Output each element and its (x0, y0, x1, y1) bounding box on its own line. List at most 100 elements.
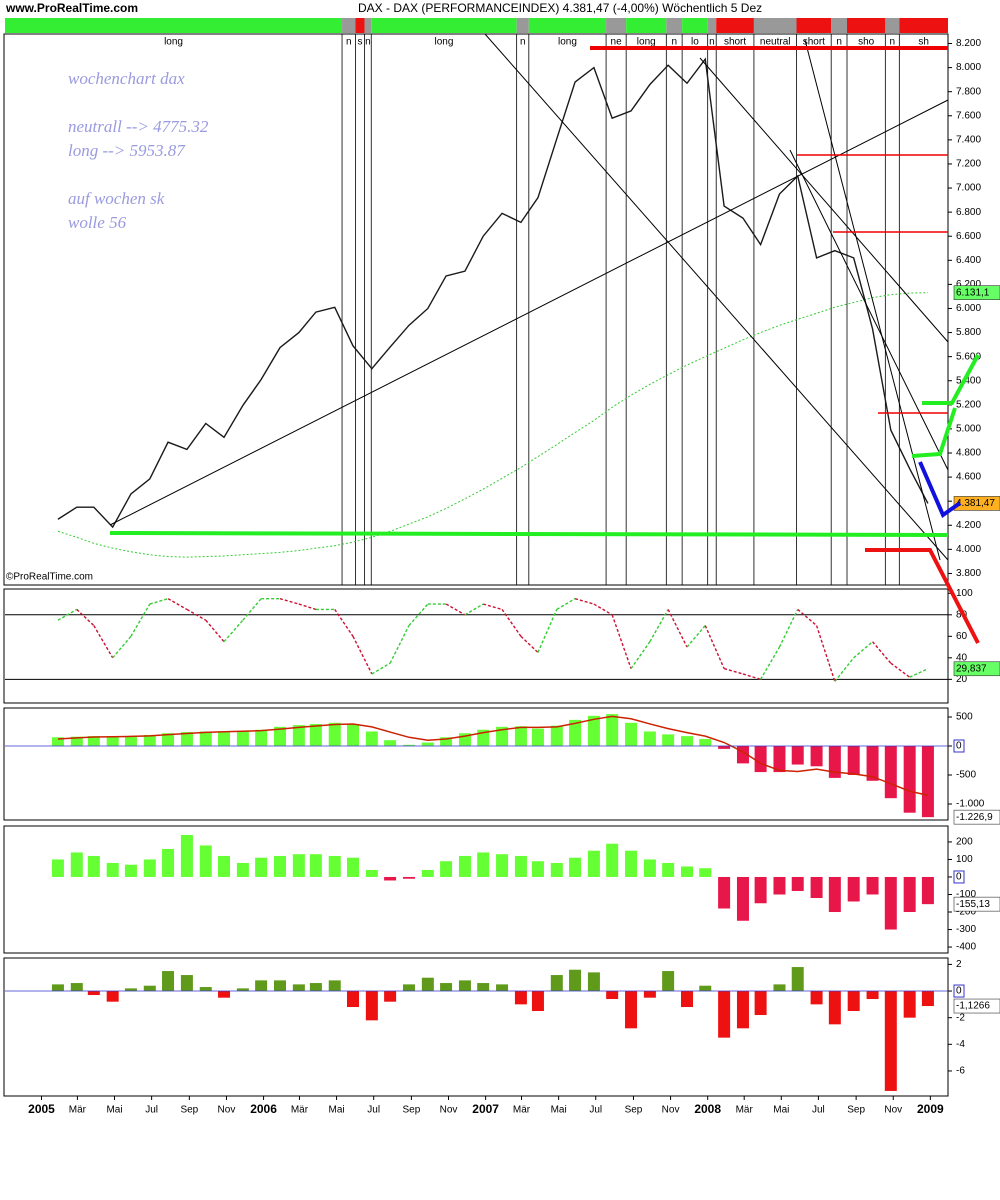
histogram-bar (328, 722, 341, 746)
histogram-bar (124, 736, 137, 746)
y-tick-label: 100 (956, 854, 973, 865)
regime-segment (899, 18, 948, 33)
histogram-bar (162, 971, 175, 992)
regime-segment (796, 18, 832, 33)
histogram-bar (51, 737, 64, 746)
stochastic-segment (574, 598, 595, 605)
annotation: neutrall --> 4775.32 (68, 117, 209, 136)
y-tick-label: 7.000 (956, 183, 981, 194)
histogram-bar (402, 984, 415, 992)
histogram-bar (514, 991, 527, 1005)
regime-label: n (520, 37, 526, 48)
histogram-bar (440, 983, 453, 992)
histogram-bar (365, 991, 378, 1021)
histogram-bar (531, 991, 544, 1012)
y-tick-label: 500 (956, 712, 973, 723)
stochastic-segment (537, 609, 558, 653)
histogram-bar (70, 736, 83, 746)
trend-line (699, 57, 949, 343)
regime-segment (355, 18, 365, 33)
x-tick-label: 2007 (472, 1102, 499, 1116)
panel-frame (3, 825, 949, 954)
histogram-bar (236, 988, 249, 992)
y-tick-label: -2 (956, 1012, 965, 1023)
regime-label: sho (858, 37, 875, 48)
y-tick-label: 5.600 (956, 351, 981, 362)
y-tick-label: 4.200 (956, 520, 981, 531)
x-tick-label: Jul (367, 1105, 380, 1116)
histogram-bar (773, 984, 786, 992)
histogram-bar (699, 985, 712, 992)
panel-frame (3, 707, 949, 821)
histogram-bar (550, 862, 563, 877)
histogram-bar (384, 991, 397, 1002)
histogram-bar (70, 983, 83, 992)
histogram-bar (87, 855, 100, 877)
histogram-bar (309, 854, 322, 877)
histogram-bar (718, 876, 731, 909)
histogram-bar (162, 733, 175, 746)
histogram-bar (828, 876, 841, 913)
histogram-bar (106, 736, 119, 746)
y-tick-label: -100 (956, 889, 976, 900)
stochastic-segment (704, 625, 725, 669)
histogram-bar (384, 740, 397, 746)
histogram-bar (255, 980, 268, 992)
y-tick-label: 7.800 (956, 86, 981, 97)
y-tick-label: 5.800 (956, 327, 981, 338)
histogram-bar (921, 876, 934, 905)
y-tick-label: 2 (956, 959, 962, 970)
stochastic-segment (834, 657, 855, 682)
regime-segment (666, 18, 683, 33)
histogram-bar (292, 725, 305, 746)
regime-label: neutral (760, 37, 791, 48)
histogram-bar (828, 991, 841, 1025)
x-tick-label: 2005 (28, 1102, 55, 1116)
histogram-bar (328, 855, 341, 877)
y-tick-label: 7.400 (956, 135, 981, 146)
stochastic-segment (649, 609, 669, 643)
annotation: long --> 5953.87 (68, 141, 186, 160)
y-tick-label: -1.000 (956, 799, 985, 810)
histogram-bar (625, 850, 638, 877)
histogram-bar (292, 984, 305, 992)
regime-segment (847, 18, 886, 33)
regime-segment (528, 18, 607, 33)
histogram-bar (440, 737, 453, 746)
histogram-bar (51, 859, 64, 877)
regime-segment (626, 18, 667, 33)
x-tick-label: Nov (218, 1105, 236, 1116)
y-tick-label: 4.600 (956, 472, 981, 483)
regime-label: n (709, 37, 715, 48)
stochastic-segment (371, 662, 391, 675)
histogram-bar (606, 714, 619, 746)
histogram-bar (606, 843, 619, 877)
last-value-box (953, 896, 1000, 912)
histogram-bar (384, 876, 397, 881)
y-tick-label: 4.800 (956, 448, 981, 459)
y-tick-label: 6.600 (956, 231, 981, 242)
histogram-bar (587, 850, 600, 877)
stochastic-segment (130, 603, 151, 637)
histogram-bar (70, 852, 83, 877)
histogram-bar (236, 730, 249, 746)
stochastic-segment (909, 668, 929, 678)
last-value-label: 4.381,47 (956, 498, 995, 509)
last-value-label: -155,13 (956, 899, 990, 910)
histogram-bar (180, 732, 193, 746)
histogram-bar (810, 991, 823, 1005)
stochastic-segment (797, 608, 818, 627)
scenario-arrow (865, 548, 980, 644)
histogram-bar (309, 723, 322, 746)
y-tick-label: -200 (956, 907, 976, 918)
histogram-bar (180, 834, 193, 877)
stochastic-segment (298, 603, 317, 611)
copyright: ©ProRealTime.com (6, 572, 93, 583)
y-tick-label: -300 (956, 924, 976, 935)
regime-label: long (434, 37, 453, 48)
regime-label: long (164, 37, 183, 48)
histogram-bar (847, 876, 860, 902)
histogram-bar (903, 876, 916, 913)
histogram-bar (292, 854, 305, 877)
